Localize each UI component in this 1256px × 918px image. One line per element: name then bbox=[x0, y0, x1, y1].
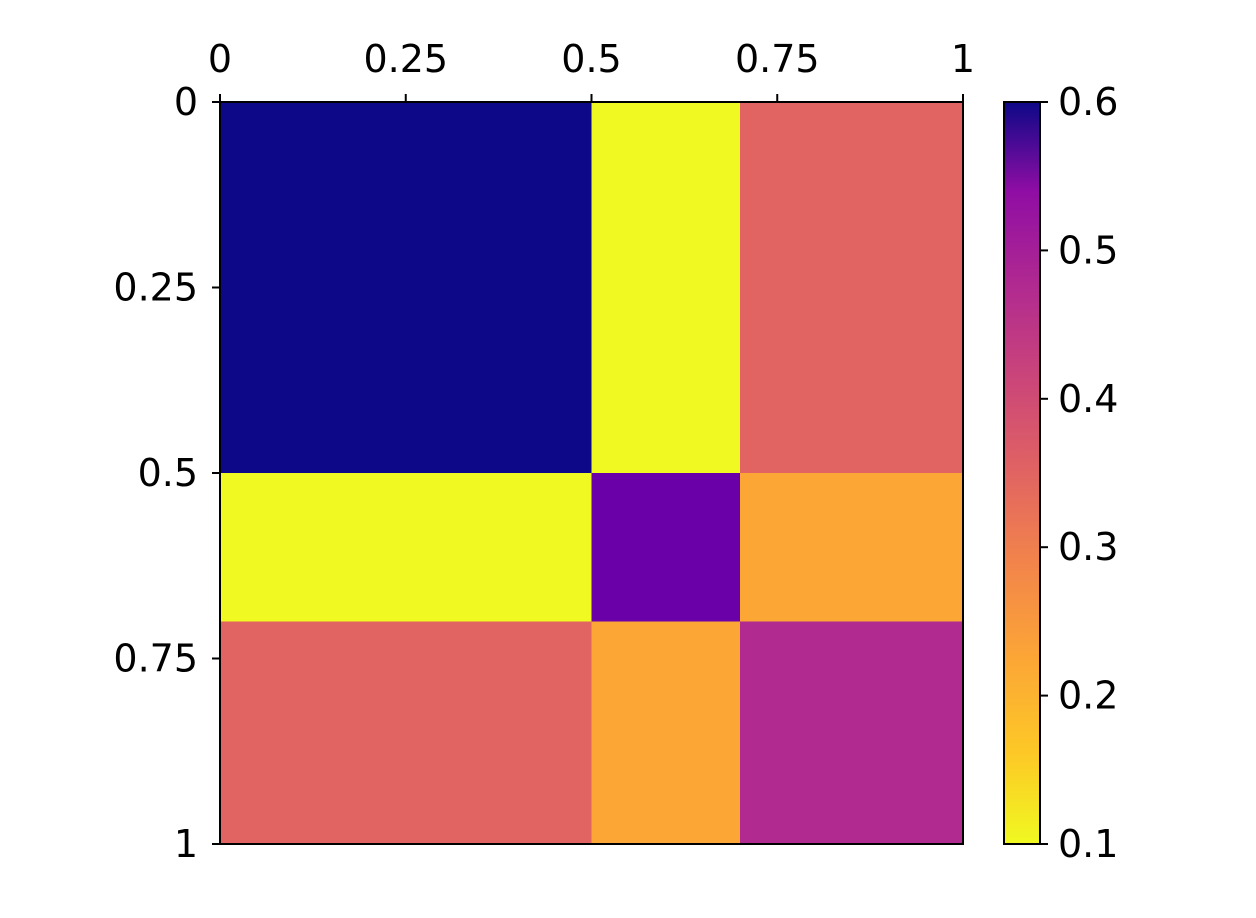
y-tick-label: 0.5 bbox=[138, 451, 198, 495]
y-axis: 0 0.25 0.5 0.75 1 bbox=[113, 80, 220, 866]
y-tick-label: 0.75 bbox=[113, 637, 198, 681]
heatmap-cell-r2-c1 bbox=[591, 621, 741, 844]
x-tick-label: 0.25 bbox=[363, 37, 448, 81]
colorbar-tick-label: 0.3 bbox=[1058, 525, 1118, 569]
y-tick-label: 1 bbox=[174, 822, 198, 866]
colorbar-tick-label: 0.1 bbox=[1058, 822, 1118, 866]
colorbar-tick-label: 0.6 bbox=[1058, 80, 1118, 124]
heatmap-cells bbox=[220, 102, 963, 844]
heatmap-cell-r2-c2 bbox=[740, 621, 963, 844]
colorbar bbox=[1003, 101, 1041, 845]
heatmap-cell-r2-c0 bbox=[220, 621, 592, 844]
y-tick-label: 0.25 bbox=[113, 266, 198, 310]
colorbar-tick-label: 0.5 bbox=[1058, 228, 1118, 272]
x-tick-label: 1 bbox=[951, 37, 975, 81]
colorbar-axis: 0.1 0.2 0.3 0.4 0.5 0.6 bbox=[1040, 80, 1118, 866]
colorbar-tick-label: 0.4 bbox=[1058, 377, 1118, 421]
x-axis: 0 0.25 0.5 0.75 1 bbox=[208, 37, 975, 102]
x-tick-label: 0.75 bbox=[735, 37, 820, 81]
heatmap-cell-r0-c1 bbox=[591, 102, 741, 473]
x-tick-label: 0 bbox=[208, 37, 232, 81]
heatmap-cell-r0-c2 bbox=[740, 102, 963, 473]
x-tick-label: 0.5 bbox=[561, 37, 621, 81]
y-tick-label: 0 bbox=[174, 80, 198, 124]
heatmap-cell-r0-c0 bbox=[220, 102, 592, 473]
heatmap-cell-r1-c2 bbox=[740, 473, 963, 622]
heatmap-cell-r1-c1 bbox=[591, 473, 741, 622]
heatmap-cell-r1-c0 bbox=[220, 473, 592, 622]
colorbar-tick-label: 0.2 bbox=[1058, 674, 1118, 718]
